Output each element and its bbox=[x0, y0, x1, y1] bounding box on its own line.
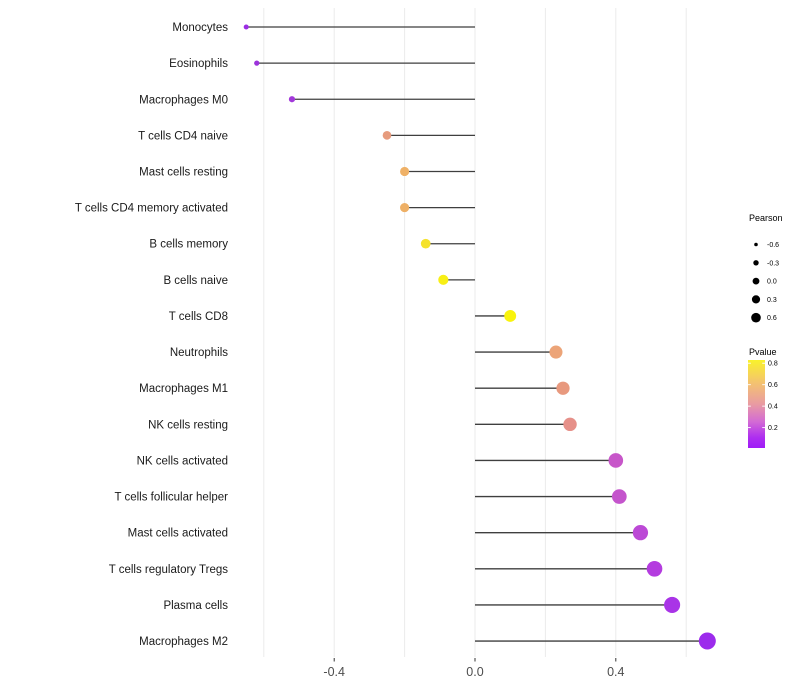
row-label: B cells naive bbox=[163, 275, 228, 287]
size-legend-dot bbox=[753, 260, 759, 266]
row-label: T cells CD4 memory activated bbox=[75, 203, 228, 215]
size-legend-label: -0.3 bbox=[767, 260, 779, 267]
row-label: Eosinophils bbox=[169, 58, 228, 70]
lollipop-dot bbox=[288, 96, 296, 103]
size-legend-dot bbox=[752, 277, 760, 285]
size-legend-dot bbox=[754, 242, 758, 247]
size-legend-dot bbox=[751, 312, 761, 323]
lollipop-dot bbox=[549, 345, 563, 359]
x-axis-tick-label: 0.0 bbox=[466, 665, 483, 679]
lollipop-dot bbox=[400, 203, 410, 213]
lollipop-dot bbox=[420, 238, 431, 249]
color-legend-title: Pvalue bbox=[749, 347, 777, 357]
size-legend-label: 0.0 bbox=[767, 279, 777, 286]
size-legend-label: -0.6 bbox=[767, 242, 779, 249]
row-label: Plasma cells bbox=[163, 600, 228, 612]
lollipop-dot bbox=[438, 274, 449, 285]
color-legend-tick-label: 0.8 bbox=[768, 361, 778, 368]
lollipop-dot bbox=[611, 489, 627, 504]
lollipop-dot bbox=[563, 417, 577, 432]
x-axis-tick-label: 0.4 bbox=[607, 665, 624, 679]
row-label: NK cells activated bbox=[137, 455, 228, 467]
lollipop-dot bbox=[608, 453, 624, 468]
lollipop-dot bbox=[632, 525, 649, 541]
lollipop-dot bbox=[504, 310, 517, 322]
row-label: Macrophages M1 bbox=[139, 383, 228, 395]
row-label: Mast cells resting bbox=[139, 167, 228, 179]
lollipop-dot bbox=[698, 632, 716, 650]
size-legend-dot bbox=[751, 295, 761, 304]
color-legend-gradient-bar bbox=[748, 360, 765, 448]
lollipop-dot bbox=[400, 166, 410, 177]
size-legend-label: 0.6 bbox=[767, 315, 777, 322]
row-label: T cells regulatory Tregs bbox=[109, 564, 229, 576]
row-label: NK cells resting bbox=[148, 419, 228, 431]
row-label: Neutrophils bbox=[170, 347, 228, 359]
row-label: Monocytes bbox=[172, 22, 228, 34]
row-label: Mast cells activated bbox=[128, 528, 228, 540]
color-legend-tick-label: 0.6 bbox=[768, 382, 778, 389]
x-axis-tick-label: -0.4 bbox=[323, 665, 345, 679]
lollipop-dot bbox=[664, 596, 681, 613]
color-legend-tick-label: 0.4 bbox=[768, 404, 778, 411]
row-label: T cells CD4 naive bbox=[138, 130, 228, 142]
size-legend-label: 0.3 bbox=[767, 297, 777, 304]
color-legend-tick-label: 0.2 bbox=[768, 425, 778, 432]
row-label: Macrophages M0 bbox=[139, 94, 228, 106]
row-label: B cells memory bbox=[149, 239, 228, 251]
row-label: T cells follicular helper bbox=[114, 492, 228, 504]
lollipop-dot bbox=[646, 560, 663, 577]
lollipop-dot bbox=[243, 24, 249, 30]
row-label: T cells CD8 bbox=[169, 311, 228, 323]
lollipop-dot bbox=[382, 131, 392, 140]
lollipop-dot bbox=[254, 60, 260, 66]
lollipop-dot bbox=[556, 381, 570, 395]
size-legend-title: Pearson bbox=[749, 213, 783, 223]
row-label: Macrophages M2 bbox=[139, 636, 228, 648]
